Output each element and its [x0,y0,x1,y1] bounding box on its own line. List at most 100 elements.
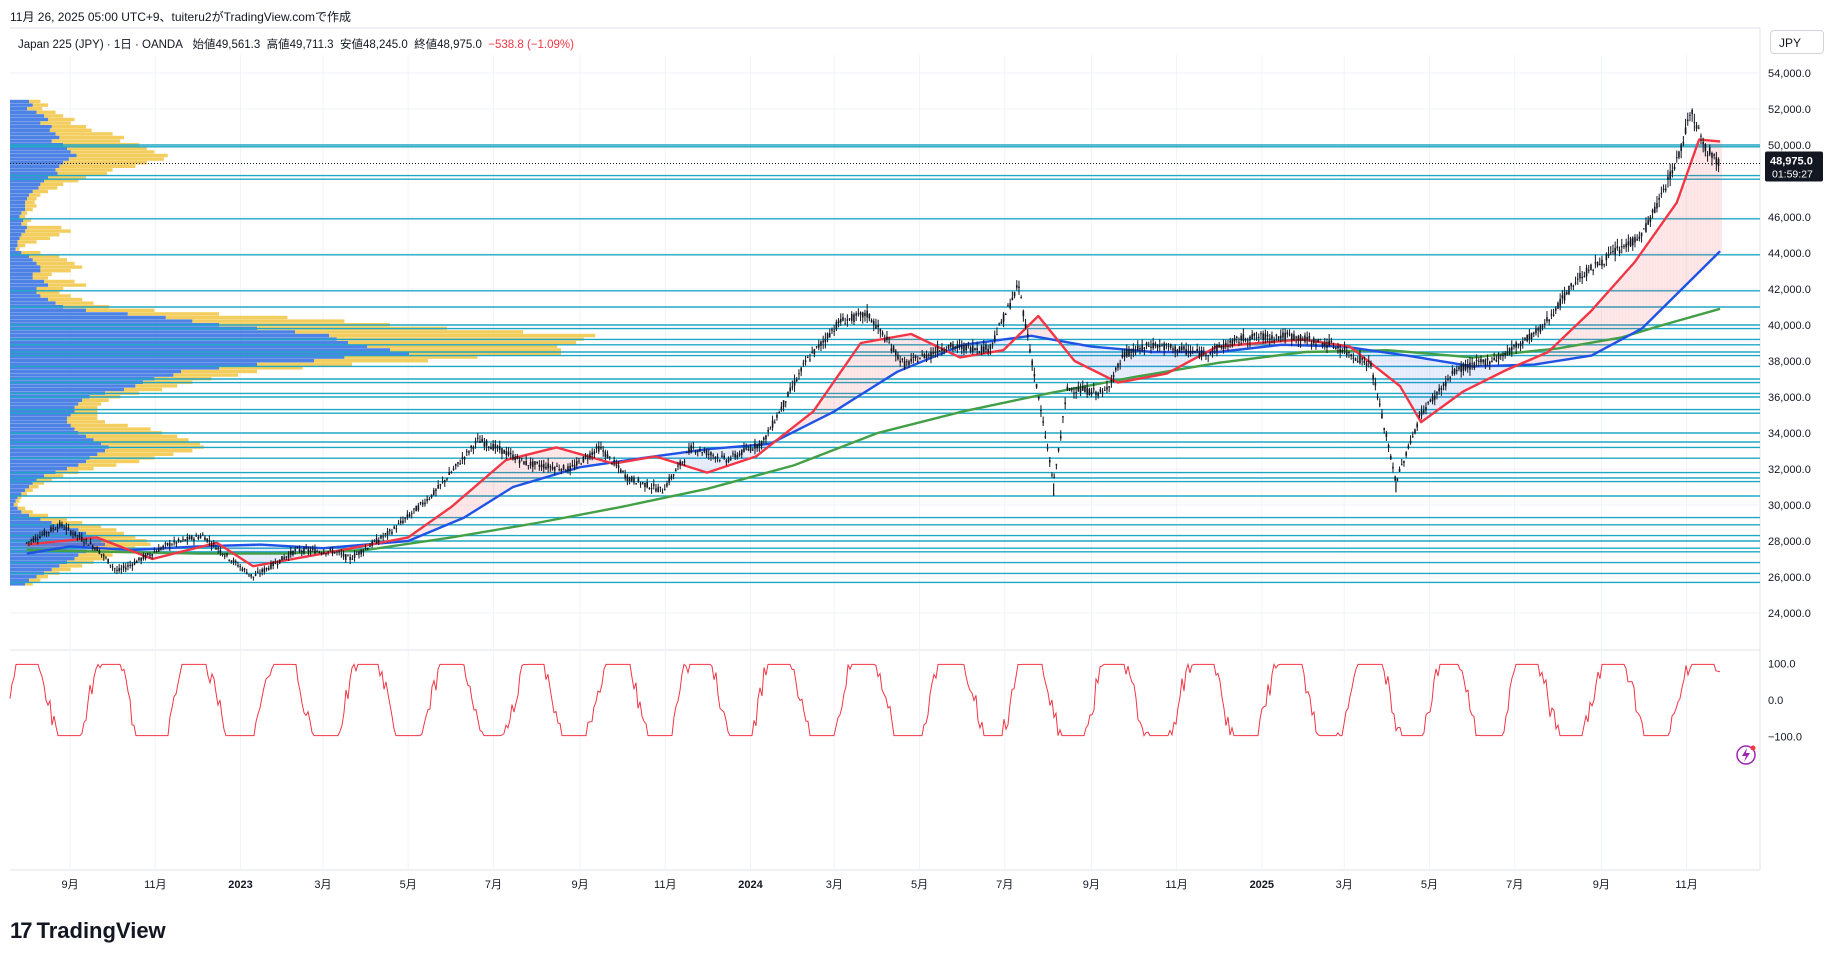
candle-body [892,346,895,352]
candle-body [804,360,807,363]
volume-profile-up-bar [10,218,24,222]
candle-body [507,451,510,456]
candle-body [571,465,574,467]
candle-body [395,528,398,530]
candle-body [76,535,79,537]
ma-short-line[interactable] [26,138,1721,568]
currency-selector[interactable]: JPY [1770,30,1824,54]
tradingview-logo[interactable]: 17 TradingView [10,918,166,944]
ma-cloud-fill [1370,350,1374,364]
volume-profile-down-bar [127,312,219,316]
ma-cloud-fill [83,538,87,548]
candle-body [351,558,354,560]
candle-body [85,539,87,541]
volume-profile-up-bar [10,362,257,366]
candle-body [1009,302,1011,309]
candle-body [1429,399,1432,402]
ma-cloud-fill [998,340,1002,351]
candle-body [630,476,633,481]
candle-body [25,542,28,544]
candle-body [958,344,961,346]
ma-cloud-fill [869,341,873,390]
volume-profile-down-bar [23,218,31,222]
volume-profile-down-bar [48,297,83,302]
volume-profile-up-bar [10,495,18,500]
candle-body [1596,261,1599,266]
ma-cloud-fill [332,547,336,552]
ma-cloud-fill [665,454,669,460]
candle-body [109,564,112,566]
candle-body [250,574,252,577]
ma-cloud-fill [1595,305,1599,354]
ma-cloud-fill [428,522,432,533]
ma-cloud-fill [497,467,501,497]
candle-body [1277,336,1280,339]
ma-cloud-fill [1700,139,1704,271]
candle-body [1675,157,1678,159]
ma-cloud-fill [659,455,663,458]
candle-body [83,542,85,544]
volume-profile-up-bar [10,553,79,557]
candle-body [89,542,92,545]
ma-cloud-fill [596,458,600,465]
legend-symbol[interactable]: Japan 225 (JPY) · 1日 · OANDA [18,39,183,51]
candle-body [362,550,365,553]
lightning-icon[interactable] [1736,745,1756,765]
candle-body [780,406,783,410]
ma-cloud-fill [956,347,960,356]
volume-profile-down-bar [86,308,155,312]
ma-cloud-fill [1004,339,1008,349]
ma-cloud-fill [437,516,441,529]
volume-profile-up-bar [10,150,71,154]
candle-body [1165,344,1168,346]
candle-body [1704,143,1707,152]
candle-body [914,355,917,359]
candle-body [718,459,721,461]
volume-profile-up-bar [10,132,56,136]
ma-cloud-fill [1715,141,1719,256]
ma-cloud-fill [1376,351,1380,368]
candle-body [1574,282,1577,284]
ma-cloud-fill [1280,341,1284,345]
ma-mid-line[interactable] [26,250,1721,555]
candle-body [905,361,908,363]
candle-body [1209,353,1212,355]
ma-cloud-fill [1178,352,1182,368]
candle-body [102,554,105,557]
time-axis-label: 5月 [1421,879,1438,891]
volume-profile-up-bar [10,409,75,413]
ma-cloud-fill [1718,141,1722,253]
volume-profile-down-bar [19,236,50,240]
volume-profile-up-bar [10,251,22,255]
candle-body [127,565,129,567]
candle-body [153,551,156,553]
candle-body [635,483,637,485]
candle-body [303,547,305,554]
ma-cloud-fill [686,451,690,467]
ma-cloud-fill [575,452,579,469]
ma-long-line[interactable] [26,307,1721,555]
price-axis-tick: 38,000.0 [1768,356,1811,368]
ma-cloud-fill [1133,350,1137,380]
ma-cloud-fill [71,539,75,547]
candle-body [1598,264,1601,266]
ma-cloud-fill [674,453,678,463]
candle-body [1026,333,1029,338]
ma-cloud-fill [485,477,489,505]
oscillator-line[interactable] [9,662,1721,737]
volume-profile-down-bar [17,495,22,500]
candle-body [771,420,774,428]
volume-profile-down-bar [48,117,75,122]
last-price-tag[interactable] [1765,151,1823,182]
candle-body [1286,332,1289,335]
ma-cloud-fill [1319,342,1323,346]
candle-body [193,538,195,541]
candle-body [1416,423,1418,428]
volume-profile-down-bar [32,272,52,276]
volume-profile-up-bar [10,135,60,140]
ma-cloud-fill [1547,352,1551,363]
candle-body [254,574,257,576]
candle-body [809,359,811,361]
candle-body [540,464,543,468]
